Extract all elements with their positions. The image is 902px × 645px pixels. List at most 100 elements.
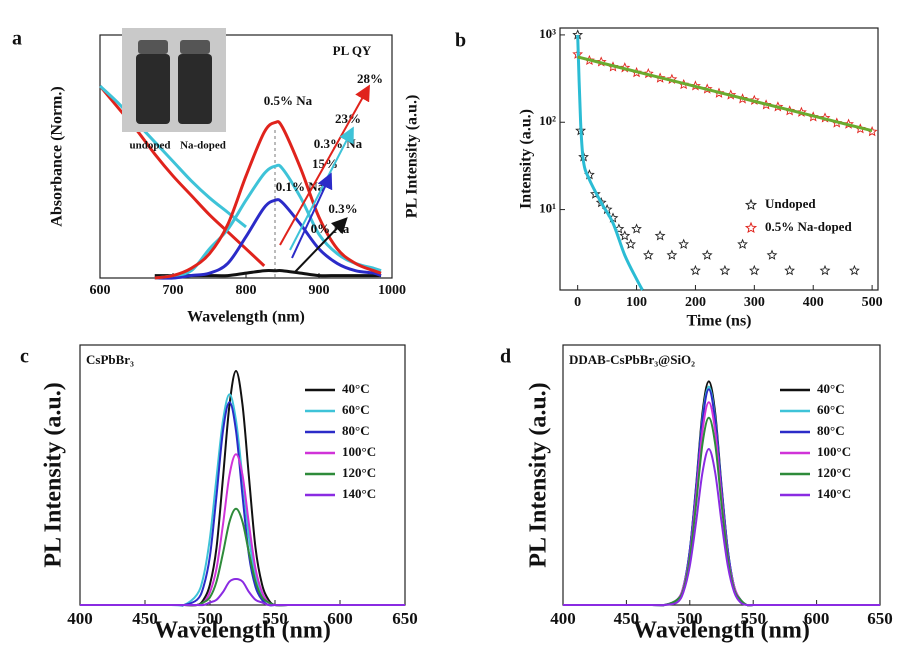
star-marker [819, 264, 831, 276]
curve [80, 507, 406, 607]
x-tick-label: 450 [614, 609, 640, 628]
legend-label: 140°C [342, 486, 376, 501]
panel-letter: b [455, 30, 466, 52]
x-tick-label: 0 [574, 295, 581, 310]
curve [563, 448, 881, 607]
annotation-arrows [279, 84, 370, 273]
panel-title: DDAB-CsPbBr₃@SiO₂ [569, 352, 695, 367]
vial [178, 54, 212, 124]
legend-label: Undoped [765, 196, 816, 211]
x-tick-label: 500 [197, 609, 223, 628]
fit-curve [577, 55, 873, 133]
panel: d 400 450 500 550 600 650 Wavelength (nm) PL Int… [500, 344, 893, 644]
vial-cap [180, 40, 210, 54]
annotation: 0.3% Na [314, 136, 363, 151]
panel-letter: c [20, 346, 29, 368]
x-axis-label: Wavelength (nm) [633, 618, 810, 644]
x-tick-label: 700 [163, 283, 184, 298]
legend: 40°C 60°C 80°C 100°C 120°C 140°C [780, 381, 851, 501]
star-marker [643, 249, 654, 260]
plot-frame [562, 344, 881, 606]
x-axis-label: Wavelength (nm) [154, 618, 331, 644]
annotation: 0.1% Na [276, 179, 325, 194]
legend-label: 0.5% Na-doped [765, 219, 852, 234]
panel-title: CsPbBr₃ [86, 352, 134, 367]
x-tick-label: 500 [862, 295, 883, 310]
x-tick-label: 550 [262, 609, 288, 628]
y-axis-label: Absorbance (Norm.) [49, 86, 66, 226]
curve [80, 578, 406, 607]
arrow [294, 217, 348, 273]
star-marker [619, 230, 631, 241]
legend-marker [744, 221, 758, 234]
y-axis-label: Intensity (a.u.) [518, 109, 535, 209]
x-tick-label: 900 [309, 283, 330, 298]
star-marker [690, 264, 701, 276]
legend-label: 120°C [342, 465, 376, 480]
annotation: 0% Na [311, 221, 350, 236]
legend-label: 40°C [817, 381, 845, 396]
star-marker [737, 238, 748, 249]
panel: b 0 100 200 300 400 500 10¹ 10² 10³ Time (ns) Inten… [455, 26, 883, 330]
x-tick-label: 650 [867, 609, 893, 628]
fit-curve [576, 34, 644, 291]
y-axis-label: PL Intensity (a.u.) [526, 382, 552, 567]
x-tick-label: 400 [803, 295, 824, 310]
plot-frame [79, 344, 406, 606]
legend: 40°C 60°C 80°C 100°C 120°C 140°C [305, 381, 376, 501]
legend-label: 40°C [342, 381, 370, 396]
y-axis-label: PL Intensity (a.u.) [41, 382, 67, 567]
x-tick-label: 600 [804, 609, 830, 628]
x-tick-label: 800 [236, 283, 257, 298]
legend-label: 60°C [342, 402, 370, 417]
annotation: 28% [357, 71, 383, 86]
legend-label: 100°C [817, 444, 851, 459]
x-axis-label: Wavelength (nm) [187, 309, 305, 326]
legend-label: 60°C [817, 402, 845, 417]
annotation: PL QY [333, 43, 372, 58]
star-marker [766, 249, 778, 260]
panel-letter: d [500, 346, 511, 368]
legend-label: 140°C [817, 486, 851, 501]
x-tick-label: 400 [67, 609, 93, 628]
legend-marker [744, 198, 758, 211]
star-marker [654, 230, 666, 241]
star-marker [749, 264, 760, 276]
x-tick-label: 600 [90, 283, 111, 298]
y-tick-label: 10² [539, 113, 556, 128]
annotation: undoped [130, 140, 171, 152]
annotation: 0.5% Na [264, 93, 313, 108]
x-axis-label: Time (ns) [686, 313, 751, 330]
x-tick-label: 450 [132, 609, 158, 628]
star-marker [631, 223, 642, 234]
x-tick-label: 300 [744, 295, 765, 310]
star-marker [678, 238, 689, 249]
panel: c 400 450 500 550 600 650 Wavelength (nm) PL Int… [20, 344, 418, 644]
arrow [291, 172, 333, 259]
star-marker [589, 188, 601, 199]
x-tick-label: 500 [677, 609, 703, 628]
annotation: 23% [335, 111, 361, 126]
star-marker [701, 249, 713, 260]
vial-photo-inset [122, 28, 226, 132]
x-tick-label: 600 [327, 609, 353, 628]
annotation: 0.3% [328, 201, 357, 216]
plot-frame [559, 27, 879, 291]
curve [154, 120, 382, 280]
annotation: Na-doped [180, 140, 226, 152]
legend-label: 80°C [817, 423, 845, 438]
star-marker [719, 264, 731, 276]
legend-label: 80°C [342, 423, 370, 438]
legend-label: 120°C [817, 465, 851, 480]
legend: Undoped 0.5% Na-doped [744, 196, 852, 234]
arrow [279, 84, 370, 246]
star-marker [666, 249, 678, 260]
panel-letter: a [12, 28, 22, 50]
y2-axis-label: PL Intensity (a.u.) [404, 95, 421, 219]
legend-label: 100°C [342, 444, 376, 459]
x-tick-label: 1000 [378, 283, 406, 298]
star-marker [625, 238, 636, 249]
vial [136, 54, 170, 124]
curve [154, 198, 382, 280]
